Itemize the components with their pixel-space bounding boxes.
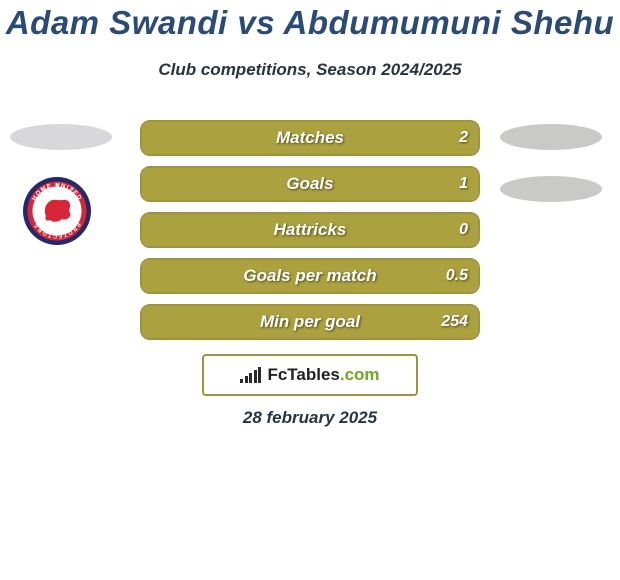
player-left-placeholder <box>10 124 112 150</box>
subtitle: Club competitions, Season 2024/2025 <box>0 60 620 80</box>
stat-row: Goals per match0.5 <box>0 258 620 304</box>
brand-text: FcTables.com <box>267 365 379 385</box>
stat-bar: Goals per match0.5 <box>140 258 480 294</box>
stat-value-right: 254 <box>441 306 468 338</box>
player-right-placeholder <box>500 124 602 150</box>
stat-label: Goals per match <box>142 260 478 292</box>
stat-bar: Min per goal254 <box>140 304 480 340</box>
page-title: Adam Swandi vs Abdumumuni Shehu <box>0 0 620 42</box>
stat-row: Hattricks0 <box>0 212 620 258</box>
stat-label: Hattricks <box>142 214 478 246</box>
stat-label: Min per goal <box>142 306 478 338</box>
stat-label: Goals <box>142 168 478 200</box>
stat-value-right: 2 <box>459 122 468 154</box>
brand-box: FcTables.com <box>202 354 418 396</box>
date-label: 28 february 2025 <box>0 408 620 428</box>
stat-bar: Matches2 <box>140 120 480 156</box>
stats-container: Matches2Goals1Hattricks0Goals per match0… <box>0 120 620 350</box>
stat-label: Matches <box>142 122 478 154</box>
player-right-placeholder <box>500 176 602 202</box>
club-crest-left: HOME UNITED PROTECTORS <box>22 176 92 246</box>
stat-value-right: 0 <box>459 214 468 246</box>
stat-value-right: 0.5 <box>446 260 468 292</box>
stat-value-right: 1 <box>459 168 468 200</box>
stat-bar: Goals1 <box>140 166 480 202</box>
stat-row: Min per goal254 <box>0 304 620 350</box>
brand-bars-icon <box>240 367 261 383</box>
stat-bar: Hattricks0 <box>140 212 480 248</box>
